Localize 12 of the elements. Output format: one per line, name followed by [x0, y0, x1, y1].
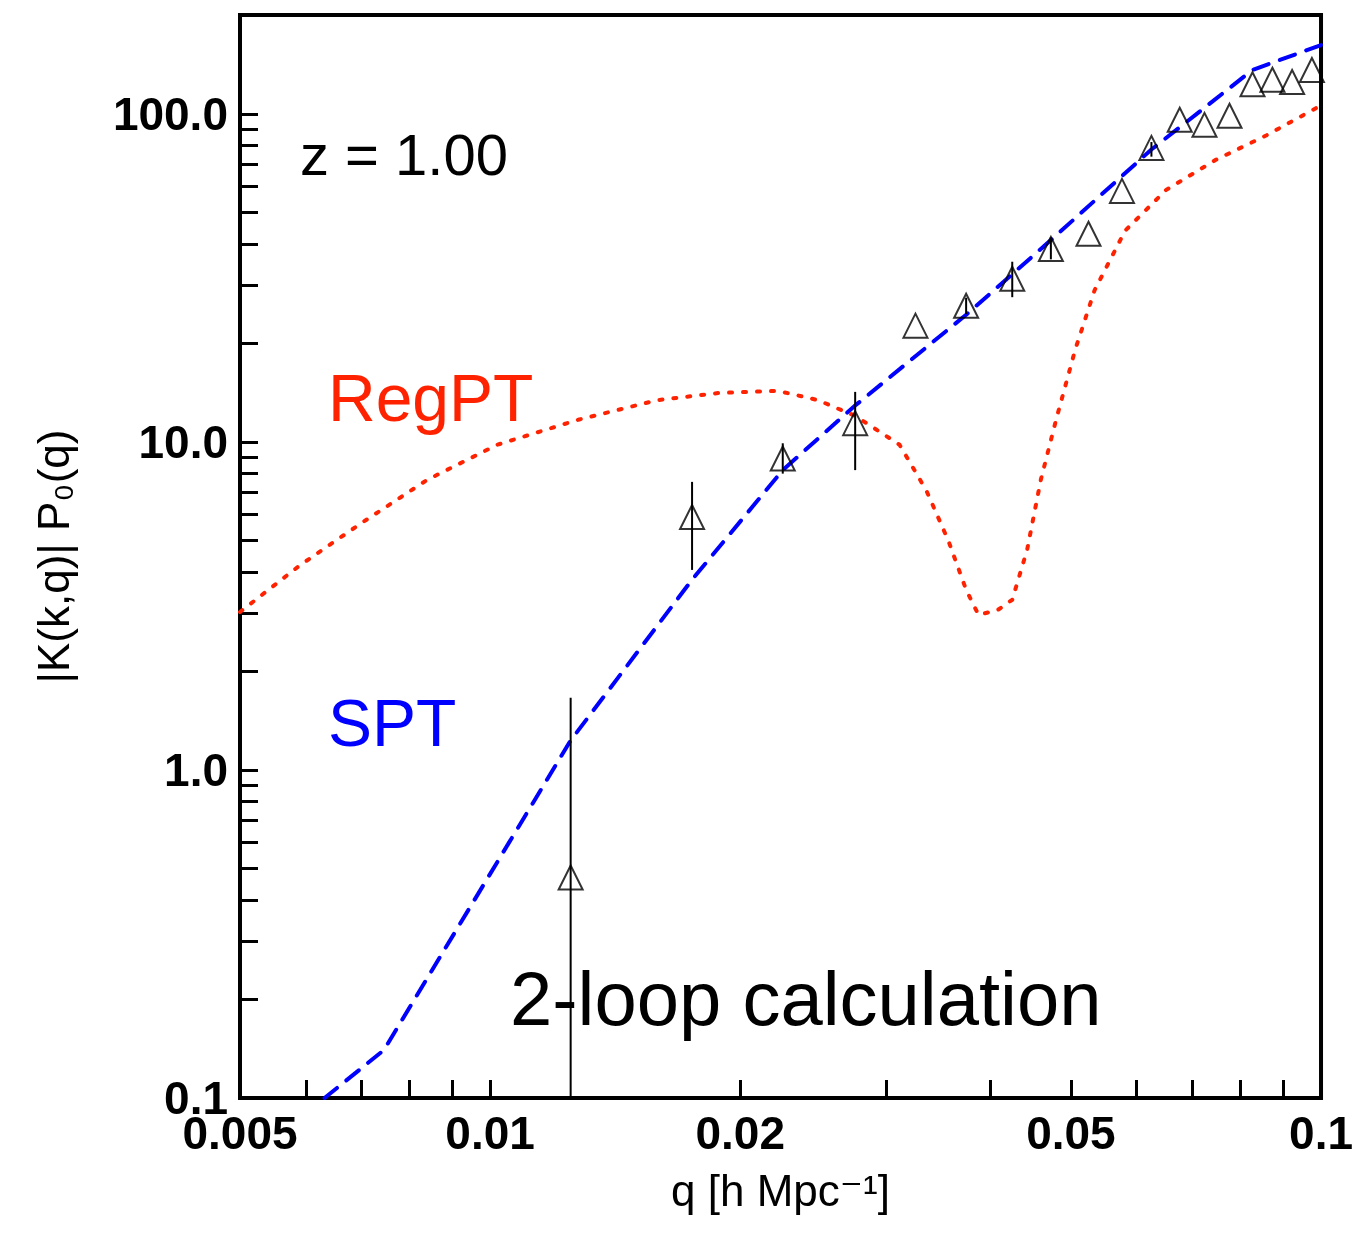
x-tick-label: 0.01: [445, 1107, 535, 1159]
series-label: RegPT: [328, 361, 534, 435]
annotation: z = 1.00: [300, 121, 508, 187]
series-label: SPT: [328, 686, 457, 760]
y-tick-label: 100.0: [112, 87, 228, 140]
x-tick-label: 0.02: [695, 1107, 786, 1159]
y-tick-label: 10.0: [138, 415, 228, 468]
y-tick-label: 1.0: [164, 743, 228, 796]
x-tick-label: 0.1: [1289, 1107, 1353, 1159]
y-axis-title: |K(k,q)| P₀(q): [28, 429, 78, 684]
x-axis-title: q [h Mpc⁻¹]: [671, 1165, 890, 1215]
x-tick-label: 0.05: [1026, 1107, 1116, 1159]
